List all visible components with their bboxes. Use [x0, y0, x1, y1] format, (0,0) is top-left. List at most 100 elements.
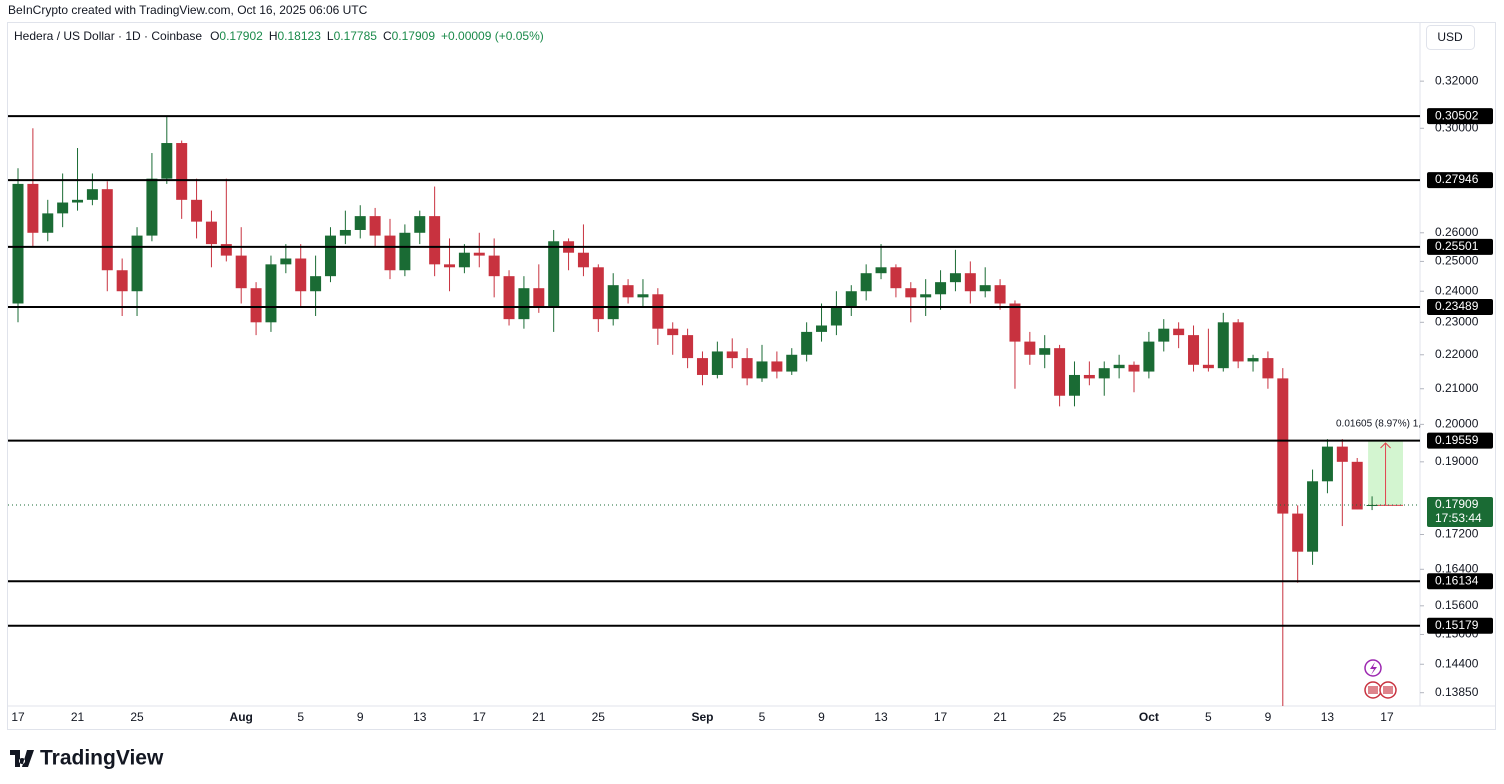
- currency-label[interactable]: USD: [1437, 30, 1463, 44]
- stat-label: C: [383, 29, 392, 43]
- level-tag: [1427, 172, 1493, 189]
- x-tick-label: Oct: [1139, 710, 1159, 724]
- x-tick-label: 25: [130, 710, 144, 724]
- candle-body: [176, 143, 188, 200]
- candle-body: [473, 252, 485, 256]
- x-tick-label: Sep: [691, 710, 713, 724]
- candle-body: [339, 229, 351, 236]
- candle-body: [711, 351, 723, 375]
- y-tick-label: 0.15600: [1435, 598, 1479, 612]
- candle-body: [801, 331, 813, 355]
- candle-body: [637, 294, 649, 298]
- candle-body: [1321, 446, 1333, 482]
- x-tick-label: 5: [1205, 710, 1212, 724]
- candle-body: [57, 202, 69, 214]
- candle-body: [577, 252, 589, 268]
- lightning-glyph: [1370, 662, 1377, 675]
- candle-body: [875, 267, 887, 274]
- candle-body: [1113, 364, 1125, 369]
- candle-body: [1039, 348, 1051, 355]
- x-tick-label: 21: [993, 710, 1007, 724]
- candle-body: [905, 288, 917, 298]
- x-tick-label: 17: [934, 710, 948, 724]
- candle-body: [131, 235, 143, 292]
- currency-button[interactable]: [1426, 25, 1475, 50]
- candle-body: [1158, 328, 1170, 342]
- candle-body: [384, 235, 396, 271]
- candle-body: [1098, 368, 1110, 379]
- candle-body: [265, 264, 277, 323]
- candle-body: [458, 252, 470, 268]
- candle-body: [845, 291, 857, 307]
- flag-glyph: [1383, 686, 1393, 694]
- stat-value: 0.17785: [334, 29, 378, 43]
- x-tick-label: 13: [874, 710, 888, 724]
- level-tag: [1427, 108, 1493, 125]
- x-tick-label: 17: [1380, 710, 1394, 724]
- candle-body: [830, 306, 842, 326]
- last-price-label: 0.17909: [1435, 497, 1479, 511]
- candle-body: [786, 354, 798, 372]
- event-icons: [1364, 659, 1397, 699]
- level-tag: [1427, 432, 1493, 449]
- candle-body: [1128, 364, 1140, 372]
- level-label: 0.23489: [1435, 299, 1479, 313]
- x-tick-label: 21: [71, 710, 85, 724]
- symbol-line: Hedera / US Dollar · 1D · Coinbase O0.179…: [14, 29, 544, 43]
- x-tick-label: 13: [1321, 710, 1335, 724]
- stat-value: 0.17909: [392, 29, 436, 43]
- candle-body: [518, 288, 530, 320]
- candle-body: [592, 267, 604, 320]
- candle-body: [1009, 303, 1021, 342]
- candle-body: [1188, 335, 1200, 365]
- candle-body: [1217, 322, 1229, 369]
- y-tick-label: 0.22000: [1435, 347, 1479, 361]
- x-tick-label: 17: [473, 710, 487, 724]
- x-tick-label: 9: [1265, 710, 1272, 724]
- candle-body: [1336, 446, 1348, 462]
- candle-body: [920, 294, 932, 298]
- candle-body: [191, 199, 203, 222]
- level-label: 0.15179: [1435, 618, 1479, 632]
- candle-body: [295, 258, 307, 292]
- candle-body: [354, 216, 366, 230]
- candle-body: [964, 273, 976, 292]
- y-tick-label: 0.25000: [1435, 254, 1479, 268]
- candle-body: [235, 255, 247, 289]
- candle-body: [42, 213, 54, 233]
- candle-body: [72, 199, 84, 203]
- y-tick-label: 0.23000: [1435, 314, 1479, 328]
- stat-label: H: [269, 29, 278, 43]
- candle-body: [652, 294, 664, 329]
- candle-body: [27, 183, 39, 233]
- candle-body: [533, 288, 545, 307]
- y-tick-label: 0.16400: [1435, 561, 1479, 575]
- candle-body: [860, 273, 872, 292]
- candle-body: [1054, 348, 1066, 396]
- candle-body: [756, 361, 768, 379]
- x-tick-label: 25: [1053, 710, 1067, 724]
- candle-body: [1202, 364, 1214, 369]
- candle-body: [696, 358, 708, 375]
- candle-body: [1351, 461, 1363, 510]
- candle-body: [771, 361, 783, 372]
- candle-body: [1173, 328, 1185, 336]
- candle-body: [890, 267, 902, 289]
- x-tick-label: 9: [357, 710, 364, 724]
- candle-body: [146, 178, 158, 236]
- y-tick-label: 0.20000: [1435, 417, 1479, 431]
- candle-body: [741, 358, 753, 379]
- candle-body: [682, 335, 694, 359]
- y-tick-label: 0.13850: [1435, 685, 1479, 699]
- candle-body: [1232, 322, 1244, 362]
- measure-arrowhead: [1380, 442, 1391, 449]
- candle-body: [979, 285, 991, 292]
- candle-body: [1292, 513, 1304, 552]
- candle-body: [116, 270, 128, 292]
- y-tick-label: 0.24000: [1435, 283, 1479, 297]
- candle-body: [399, 232, 411, 271]
- stat-label: O: [210, 29, 219, 43]
- y-tick-label: 0.19000: [1435, 454, 1479, 468]
